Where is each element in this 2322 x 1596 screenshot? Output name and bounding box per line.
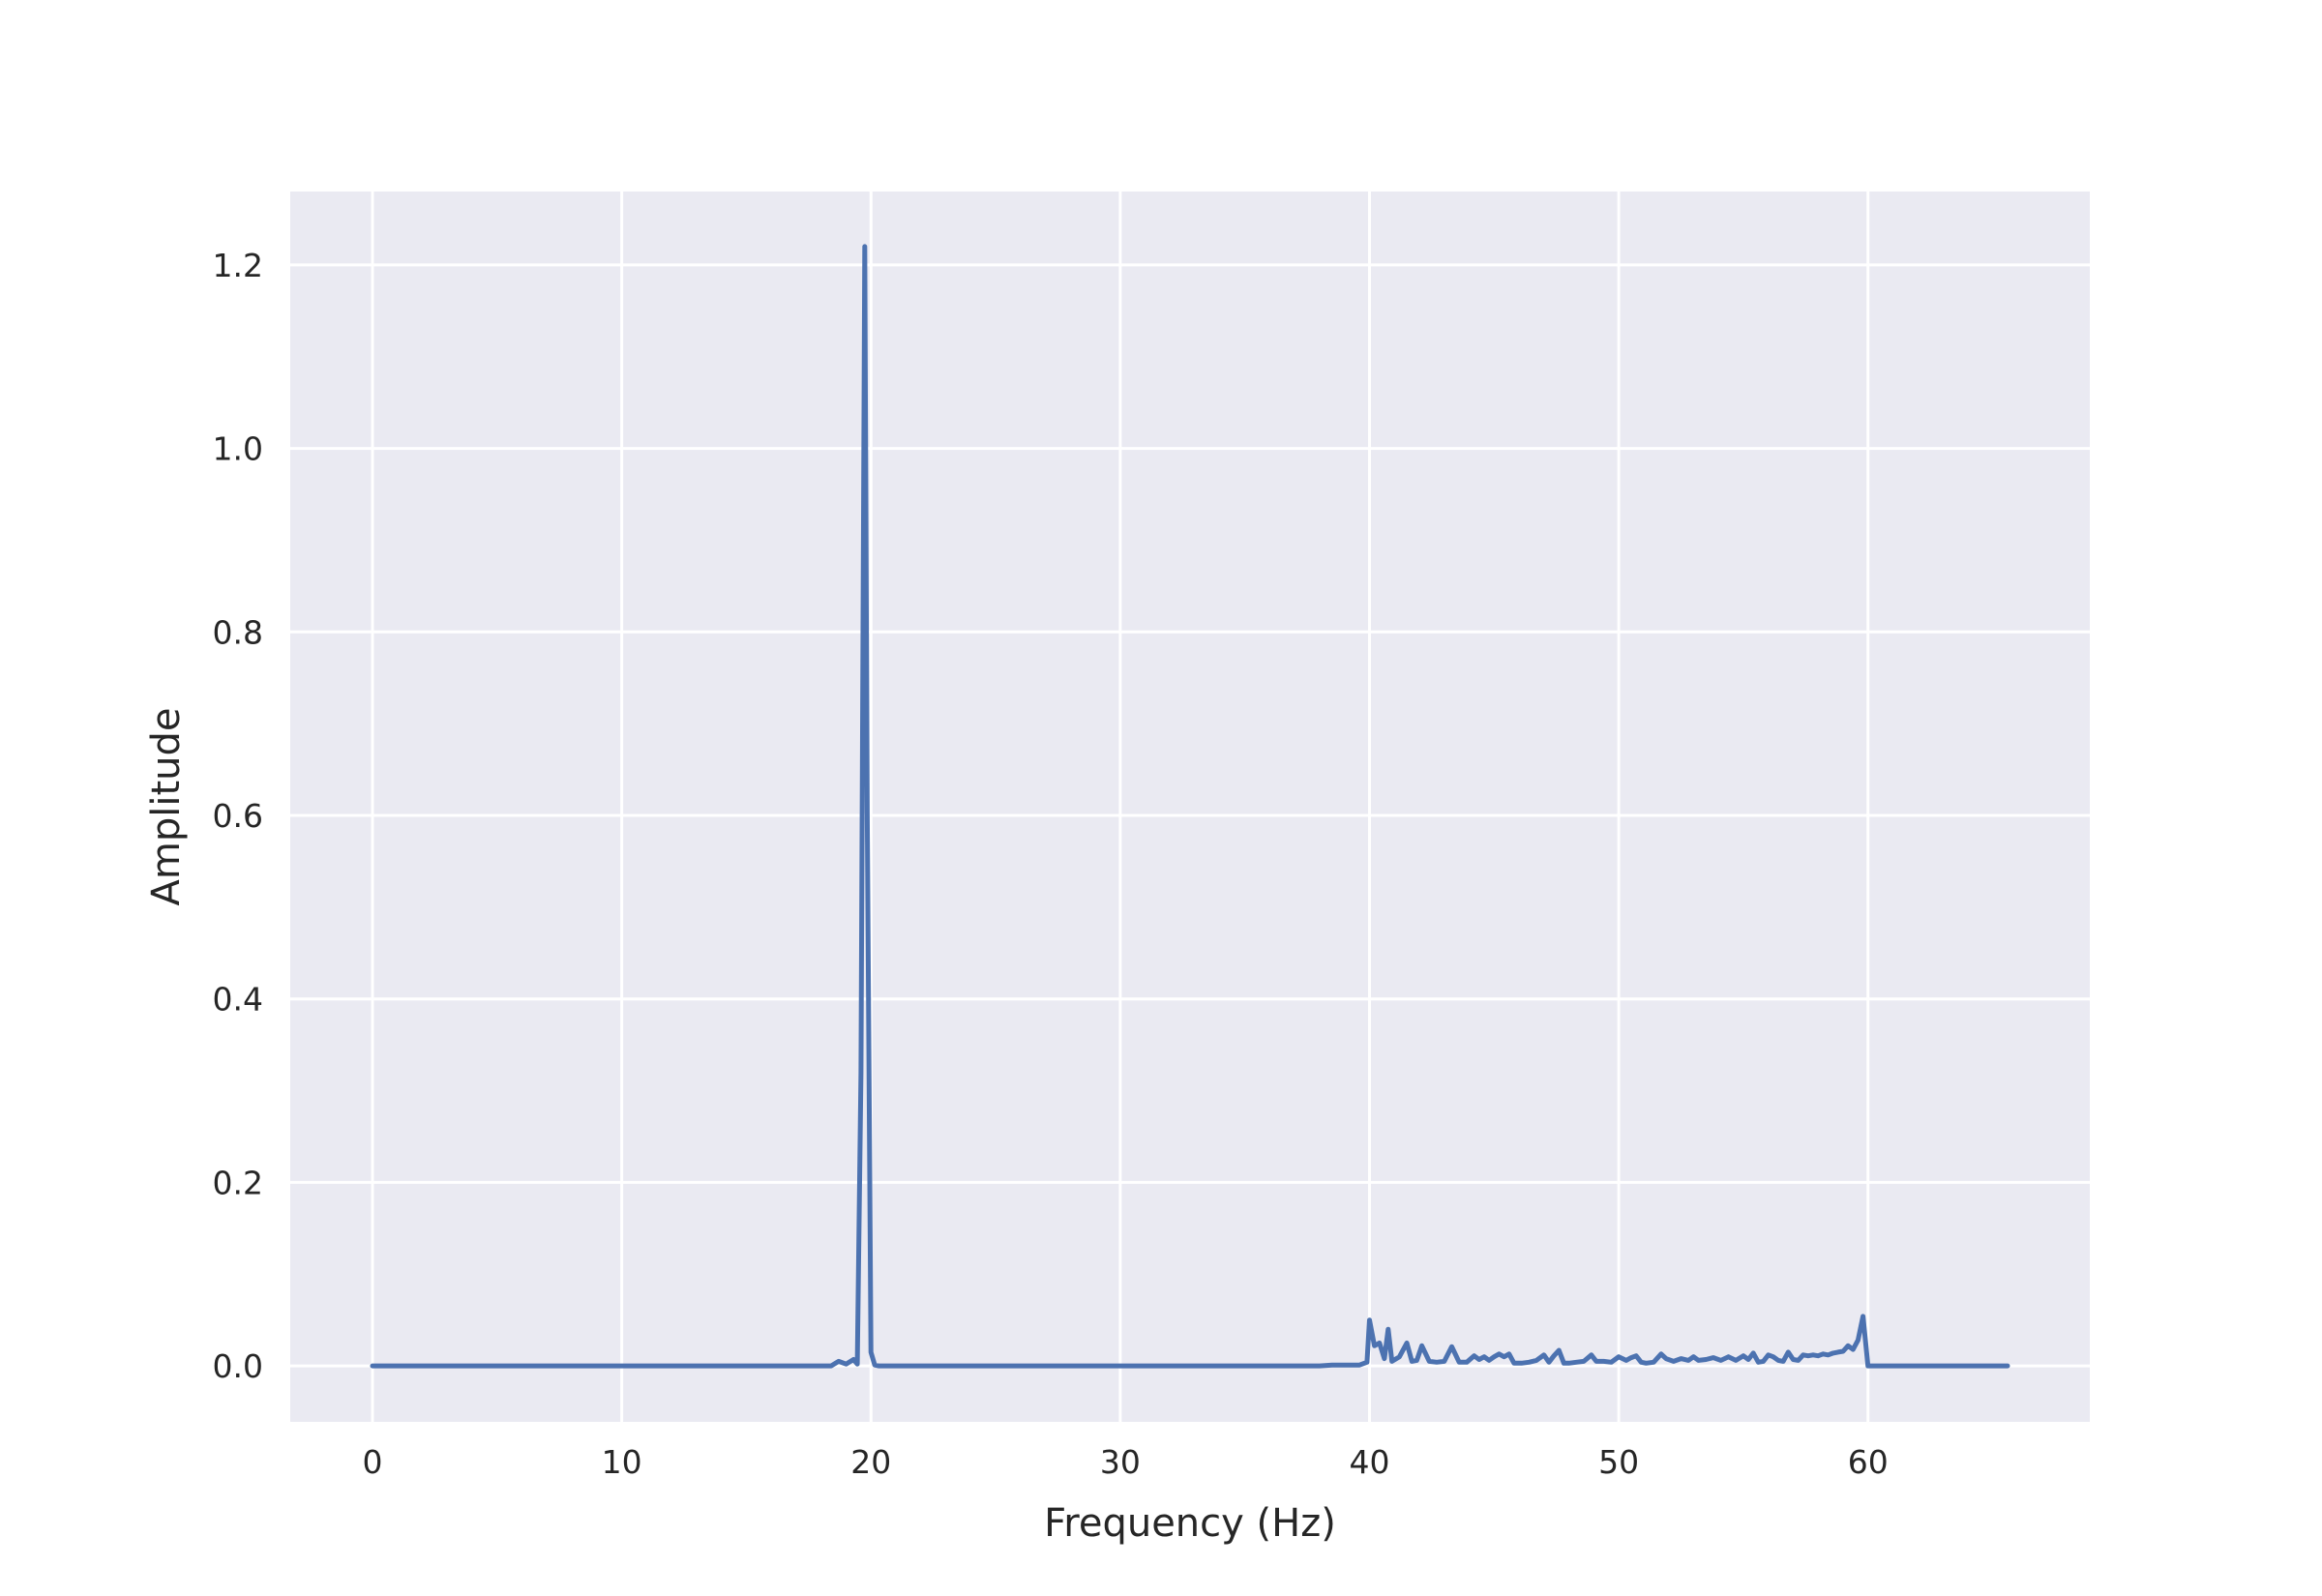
y-tick-label: 1.0: [213, 430, 263, 468]
y-tick-label: 0.8: [213, 613, 263, 651]
y-tick-label: 1.2: [213, 247, 263, 284]
x-tick-label: 30: [1100, 1443, 1141, 1481]
x-tick-label: 20: [850, 1443, 891, 1481]
y-tick-label: 0.2: [213, 1164, 263, 1201]
tick-labels: 0 10 20 30 40 50 60 0.0 0.2 0.4 0.6 0.8 1.0 1.2: [213, 247, 1889, 1481]
x-tick-label: 10: [602, 1443, 642, 1481]
series-line: [370, 244, 2010, 1369]
y-axis-label: Amplitude: [144, 708, 189, 906]
x-tick-label: 40: [1349, 1443, 1389, 1481]
plot-area-background: [290, 192, 2090, 1422]
x-tick-label: 60: [1848, 1443, 1889, 1481]
y-tick-label: 0.6: [213, 797, 263, 835]
x-tick-label: 0: [363, 1443, 383, 1481]
y-tick-label: 0.0: [213, 1347, 263, 1385]
grid: [290, 192, 2090, 1422]
x-tick-label: 50: [1598, 1443, 1639, 1481]
y-tick-label: 0.4: [213, 981, 263, 1019]
x-axis-label: Frequency (Hz): [1044, 1501, 1336, 1546]
series-lines: [370, 244, 2010, 1369]
